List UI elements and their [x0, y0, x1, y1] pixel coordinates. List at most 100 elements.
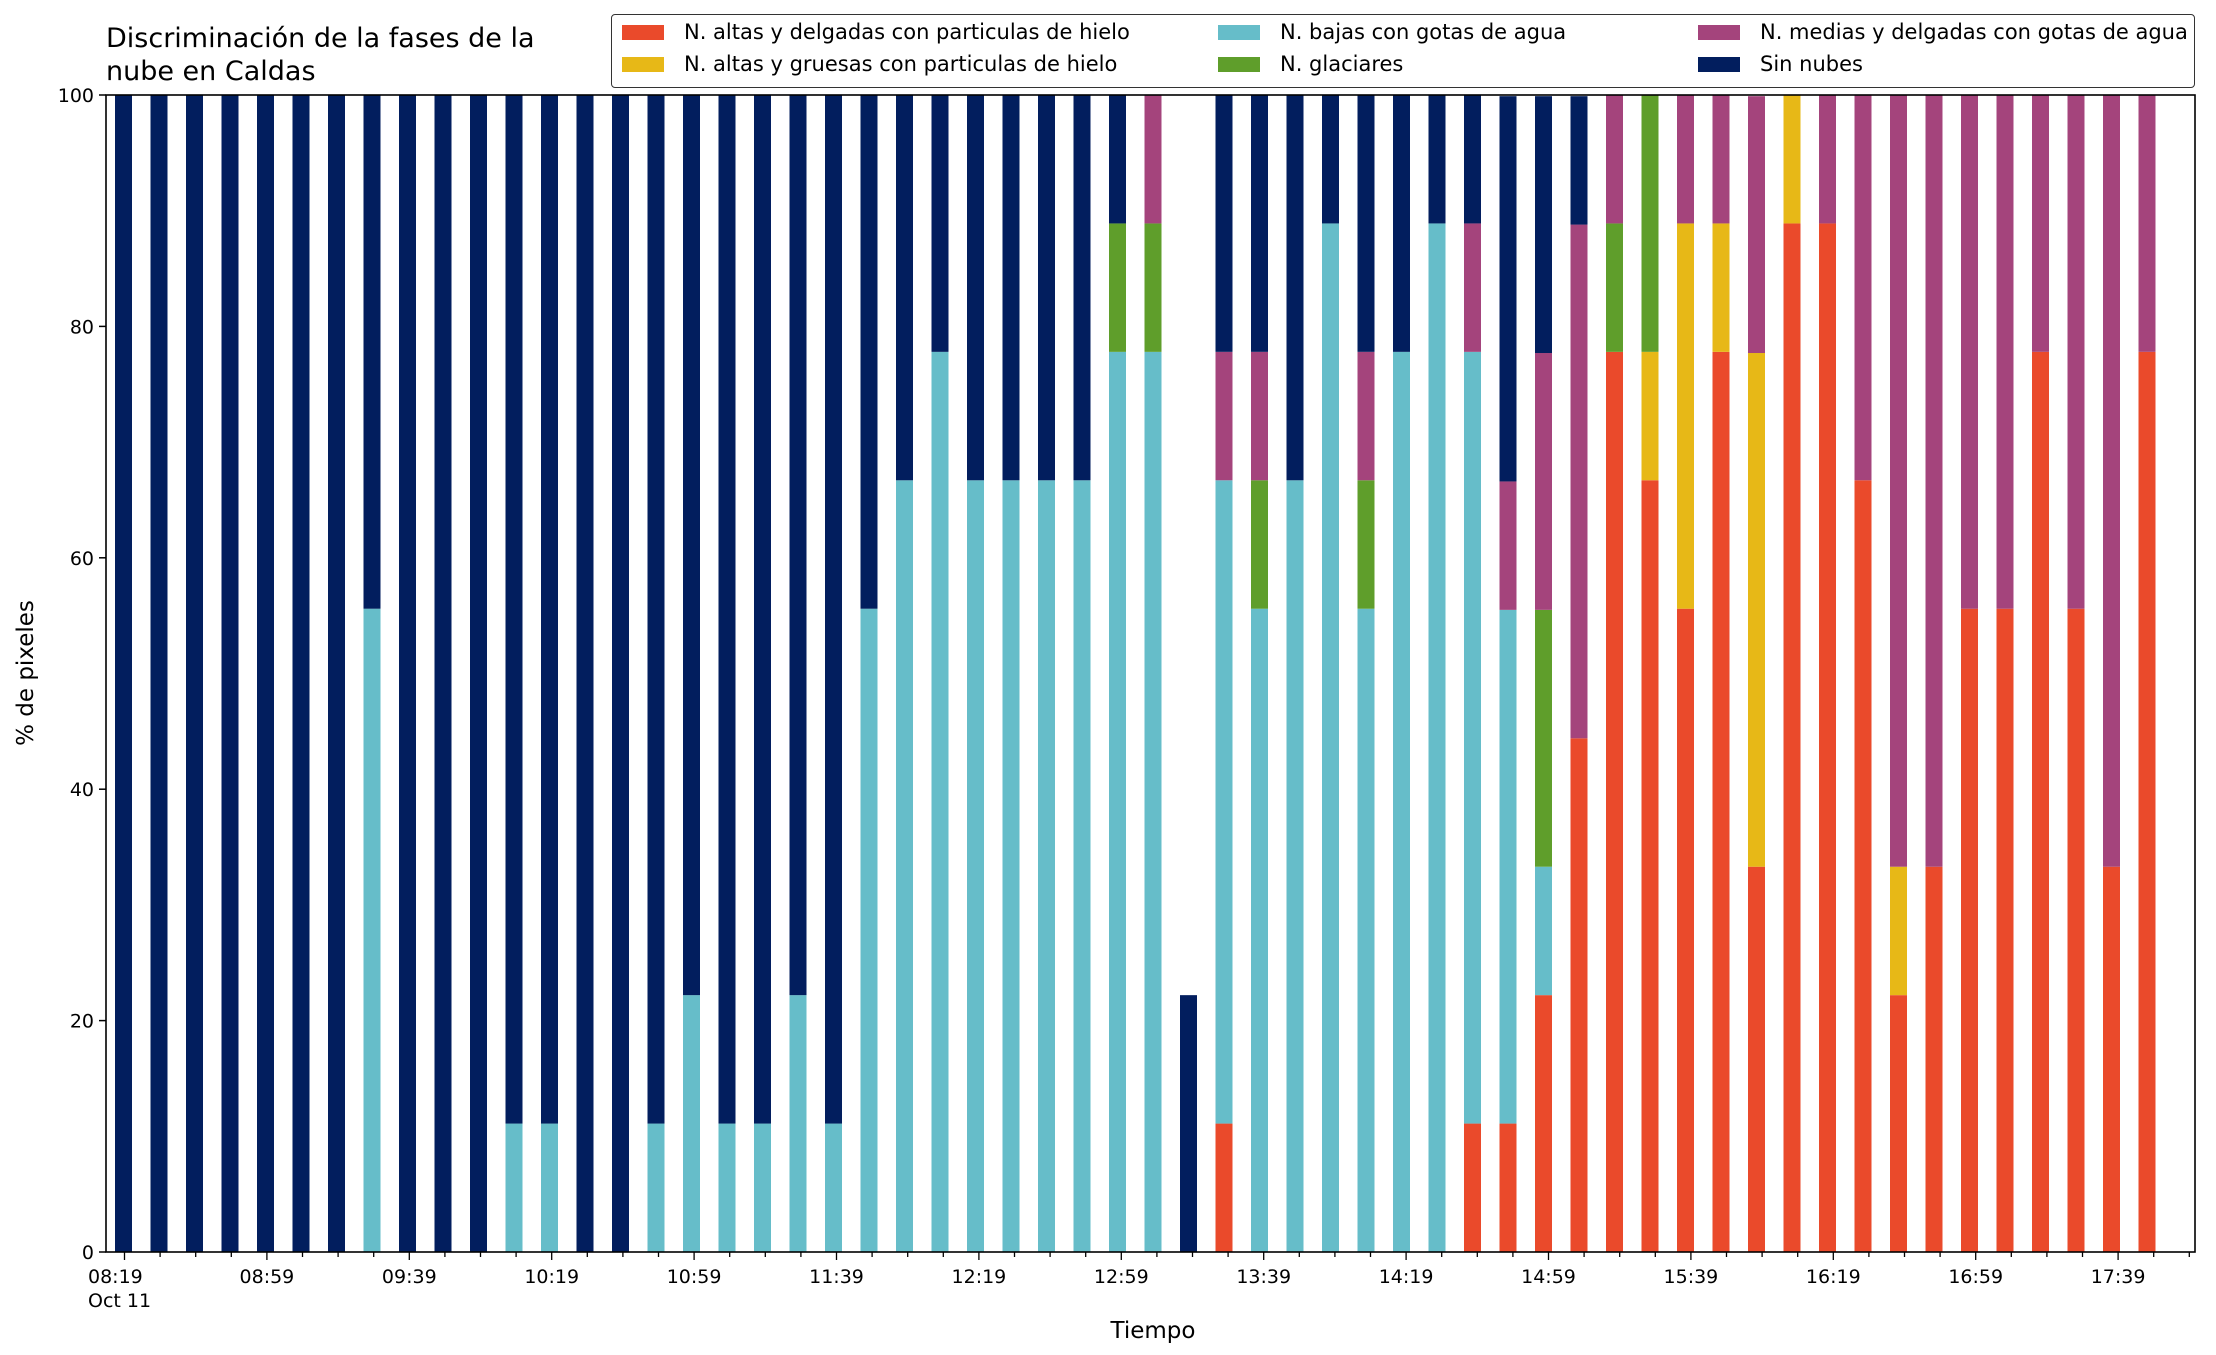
y-axis: 0 20 40 60 80 100 [58, 85, 106, 1264]
x-tick-label: 14:59 [1521, 1266, 1576, 1288]
legend-label: N. altas y gruesas con particulas de hie… [684, 52, 1118, 76]
legend-swatch [622, 56, 664, 72]
bar-segment [363, 95, 381, 609]
bar-segment [1606, 351, 1623, 1253]
bar-segment [1251, 480, 1268, 609]
bar-segment [221, 95, 239, 1252]
legend-item: N. medias y delgadas con gotas de agua [1698, 20, 2188, 44]
bar-segment [1748, 866, 1765, 1252]
bar-segment [1748, 96, 1765, 354]
legend: N. altas y delgadas con particulas de hi… [611, 14, 2195, 88]
bar-segment [1570, 738, 1588, 1252]
bar-segment [789, 995, 807, 1252]
bar-segment [2067, 95, 2085, 609]
bar-segment [683, 95, 700, 996]
bar-segment [1641, 480, 1659, 1252]
bar-segment [1322, 95, 1339, 224]
bar-segment [1357, 95, 1375, 352]
chart-title-line: nube en Caldas [106, 56, 316, 87]
bar-segment [789, 95, 807, 996]
legend-item: Sin nubes [1698, 52, 1863, 76]
bar-segment [718, 1123, 736, 1252]
bar-segment [1251, 95, 1268, 352]
x-tick-label: 16:59 [1948, 1266, 2003, 1288]
legend-swatch [1698, 24, 1740, 40]
legend-item: N. altas y delgadas con particulas de hi… [622, 20, 1130, 44]
x-tick-label: 17:39 [2091, 1266, 2146, 1288]
bar-segment [2103, 95, 2120, 867]
bar-segment [1783, 95, 1801, 224]
x-tick-label: 12:59 [1094, 1266, 1149, 1288]
bar-segment [1464, 95, 1481, 224]
legend-item: N. altas y gruesas con particulas de hie… [622, 52, 1117, 76]
bar-segment [1499, 96, 1517, 482]
y-tick-label: 80 [70, 316, 94, 338]
bar-segment [1712, 223, 1730, 352]
bar-segment [1641, 351, 1659, 481]
legend-swatch [622, 24, 664, 40]
bar-segment [1286, 95, 1304, 481]
bar-segment [470, 95, 487, 1252]
bar-segment [1357, 351, 1375, 481]
bar-segment [1357, 608, 1375, 1252]
bar-segment [328, 95, 345, 1252]
bars-group [115, 95, 2156, 1253]
legend-swatch [1218, 24, 1260, 40]
bar-segment [1038, 480, 1055, 1252]
bar-segment [860, 608, 878, 1252]
bar-segment [1215, 351, 1233, 481]
x-tick-label: 14:19 [1379, 1266, 1434, 1288]
bar-segment [1819, 223, 1836, 1253]
bar-segment [1109, 223, 1126, 352]
legend-label: N. medias y delgadas con gotas de agua [1760, 20, 2188, 44]
bar-segment [1712, 95, 1730, 224]
bar-segment [931, 351, 949, 1253]
bar-segment [1109, 351, 1126, 1253]
legend-item: N. bajas con gotas de agua [1218, 20, 1566, 44]
bar-segment [1535, 353, 1552, 610]
bar-segment [541, 1123, 558, 1252]
bar-segment [647, 1123, 665, 1252]
bar-segment [1641, 95, 1659, 352]
bar-segment [1961, 608, 1978, 1252]
x-tick-label: 13:39 [1236, 1266, 1291, 1288]
bar-segment [1996, 95, 2014, 609]
x-tick-label: 11:39 [809, 1266, 864, 1288]
bar-segment [1570, 224, 1588, 739]
bar-segment [1890, 95, 1907, 867]
bar-segment [1215, 480, 1233, 1124]
bar-segment [1428, 95, 1446, 224]
x-axis-label: Tiempo [1110, 1318, 1196, 1344]
legend-label: Sin nubes [1760, 52, 1863, 76]
bar-segment [1428, 223, 1446, 1253]
chart-title: Discriminación de la fases de la nube en … [106, 22, 535, 88]
bar-segment [1783, 223, 1801, 1253]
bar-segment [931, 95, 949, 352]
bar-segment [1464, 223, 1481, 352]
bar-segment [1322, 223, 1339, 1253]
x-tick-label: 09:39 [382, 1266, 437, 1288]
bar-segment [1144, 223, 1162, 352]
y-tick-label: 20 [70, 1011, 94, 1033]
bar-segment [1073, 480, 1091, 1252]
bar-segment [967, 480, 984, 1252]
legend-label: N. glaciares [1280, 52, 1404, 76]
bar-segment [1748, 353, 1765, 867]
bar-segment [1854, 95, 1872, 481]
plot-frame [105, 94, 2196, 1253]
bar-segment [434, 95, 452, 1252]
x-tick-label: 16:19 [1806, 1266, 1861, 1288]
bar-segment [257, 95, 274, 1252]
bar-segment [2138, 351, 2156, 1253]
bar-segment [1286, 480, 1304, 1252]
bar-segment [115, 95, 132, 1252]
y-axis-label: % de pixeles [13, 600, 39, 746]
bar-segment [825, 1123, 842, 1252]
bar-segment [1925, 95, 1943, 867]
bar-segment [1251, 351, 1268, 481]
bar-segment [1677, 223, 1694, 609]
bar-segment [967, 95, 984, 481]
bar-segment [1464, 1123, 1481, 1252]
